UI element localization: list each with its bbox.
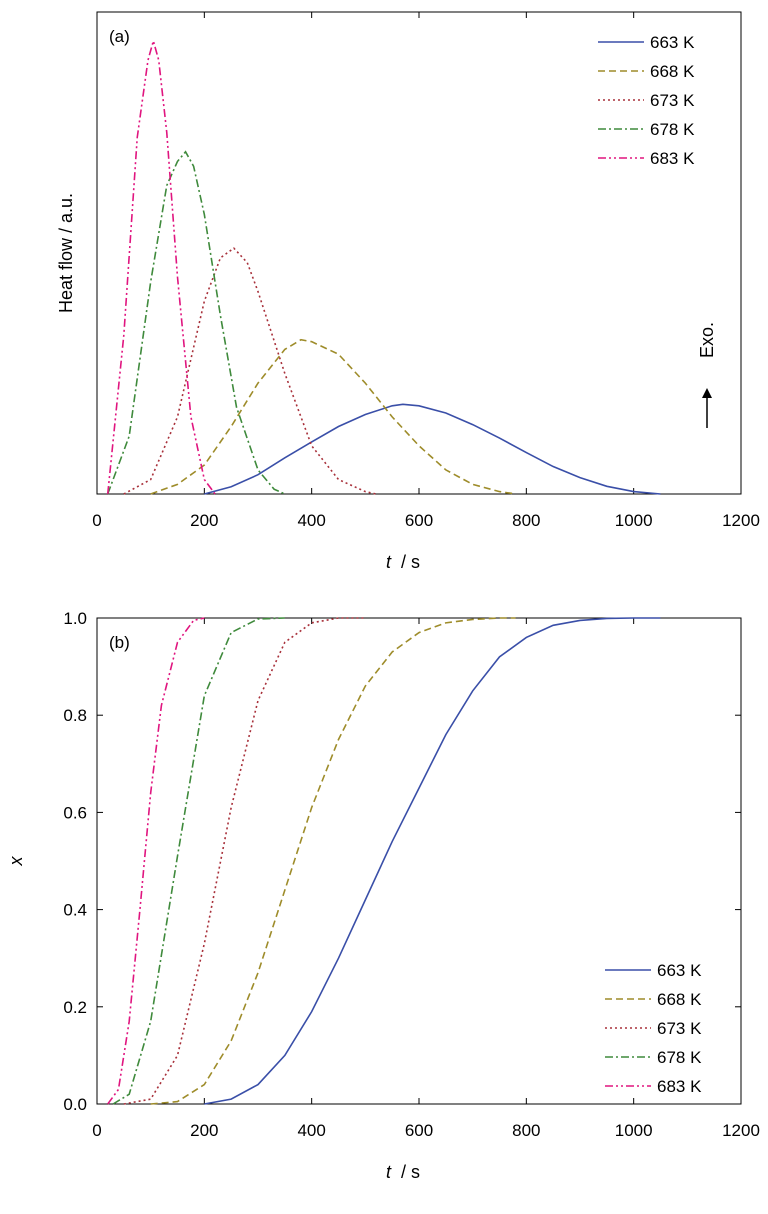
x-tick-label: 1000 <box>615 1121 653 1140</box>
x-tick-label: 1000 <box>615 511 653 530</box>
legend-label: 663 K <box>650 33 695 52</box>
series-line-683k <box>106 37 216 495</box>
y-tick-label: 1.0 <box>63 609 87 628</box>
legend-label: 663 K <box>657 961 702 980</box>
legend-label: 683 K <box>657 1077 702 1096</box>
legend-label: 673 K <box>650 91 695 110</box>
legend-label: 678 K <box>657 1048 702 1067</box>
panel-label: (b) <box>109 633 130 652</box>
y-tick-label: 0.4 <box>63 901 87 920</box>
x-tick-label: 400 <box>297 1121 325 1140</box>
y-tick-label: 0.2 <box>63 998 87 1017</box>
x-tick-label: 1200 <box>722 511 760 530</box>
x-tick-label: 200 <box>190 1121 218 1140</box>
x-tick-label: 1200 <box>722 1121 760 1140</box>
x-tick-label: 0 <box>92 511 101 530</box>
series-line-668k <box>150 338 516 495</box>
x-tick-label: 400 <box>297 511 325 530</box>
panel-a: 0 200 400 600 800 1000 1200 t / s Heat flow / a.u… <box>56 11 760 572</box>
legend-label: 668 K <box>650 62 695 81</box>
panel-label: (a) <box>109 27 130 46</box>
x-tick-label: 600 <box>405 511 433 530</box>
y-tick-label: 0.6 <box>63 803 87 822</box>
legend: 663 K 668 K 673 K 678 K 683 K <box>598 33 695 168</box>
series-line-663k <box>204 617 661 1105</box>
x-axis-unit: / s <box>401 1162 420 1182</box>
legend-label: 678 K <box>650 120 695 139</box>
y-tick-label: 0.0 <box>63 1095 87 1114</box>
series-line-683k <box>107 617 205 1105</box>
x-tick-label: 200 <box>190 511 218 530</box>
x-tick-label: 600 <box>405 1121 433 1140</box>
exo-annotation: Exo. <box>697 322 717 358</box>
y-tick-label: 0.8 <box>63 706 87 725</box>
series-line-673k <box>123 617 366 1105</box>
legend-label: 683 K <box>650 149 695 168</box>
plot-frame <box>96 11 742 495</box>
x-axis-label: t / s <box>386 552 420 572</box>
legend-label: 673 K <box>657 1019 702 1038</box>
series-line-678k <box>112 617 285 1105</box>
series-line-673k <box>123 247 377 495</box>
legend: 663 K 668 K 673 K 678 K 683 K <box>605 961 702 1096</box>
x-tick-label: 0 <box>92 1121 101 1140</box>
x-axis-label: t / s <box>386 1162 420 1182</box>
x-axis-unit: / s <box>401 552 420 572</box>
y-axis-label: Heat flow / a.u. <box>56 193 76 313</box>
series-line-668k <box>150 617 516 1105</box>
x-tick-label: 800 <box>512 511 540 530</box>
legend-label: 668 K <box>657 990 702 1009</box>
x-tick-label: 800 <box>512 1121 540 1140</box>
series-line-678k <box>106 150 286 495</box>
y-axis-label: x <box>6 856 26 867</box>
x-axis-symbol: t <box>386 1162 392 1182</box>
x-axis-symbol: t <box>386 552 392 572</box>
exo-arrow-head <box>702 388 712 398</box>
panel-b: 0 200 400 600 800 1000 1200 0.0 0.2 0.4 0.6 0.8 1.0 t… <box>6 609 760 1182</box>
plot-frame <box>96 617 742 1105</box>
series-line-663k <box>204 403 661 495</box>
